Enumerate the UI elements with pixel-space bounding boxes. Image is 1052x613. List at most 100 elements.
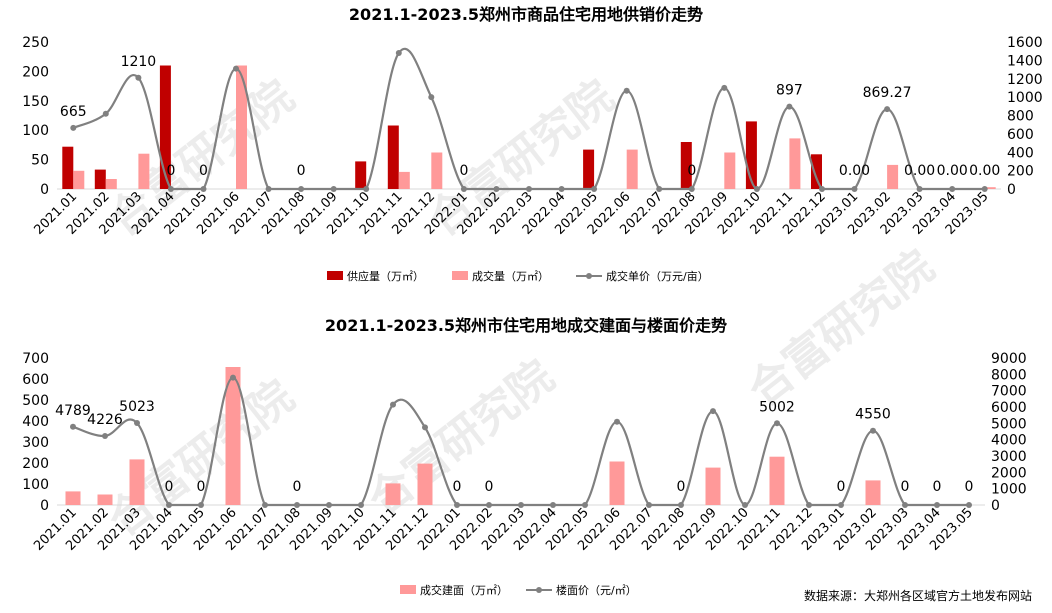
price-point: [678, 502, 684, 508]
price-point: [838, 502, 844, 508]
y-right-tick-label: 0: [991, 498, 1000, 514]
price-point: [656, 186, 663, 192]
legend-floorprice-marker: [536, 587, 542, 593]
price-point: [298, 186, 305, 192]
price-point: [753, 186, 760, 192]
deal-bar: [105, 179, 117, 189]
data-label: 0.00: [839, 163, 870, 179]
price-point: [262, 502, 268, 508]
supply-bar: [745, 121, 757, 189]
deal-bar: [865, 480, 881, 505]
y-left-tick-label: 50: [31, 153, 49, 169]
price-point: [870, 427, 876, 434]
price-point: [395, 50, 402, 56]
deal-bar: [398, 171, 410, 189]
y-right-tick-label: 6000: [991, 400, 1027, 416]
data-label: 0: [297, 163, 306, 179]
price-point: [326, 502, 332, 508]
price-point: [230, 374, 236, 381]
legend-supply-label: 供应量（万㎡）: [347, 269, 424, 283]
deal-bar: [73, 170, 85, 189]
legend-deal-swatch: [452, 271, 468, 280]
deal-bar: [984, 187, 996, 189]
deal-bar: [129, 459, 145, 505]
y-left-tick-label: 100: [22, 123, 49, 139]
deal-bar: [225, 367, 241, 505]
deal-bar: [626, 149, 638, 189]
y-right-tick-label: 1600: [1007, 35, 1043, 51]
deal-bar: [769, 456, 785, 505]
supply-bar: [680, 142, 692, 189]
deal-bar: [65, 491, 81, 505]
data-label: 4789: [55, 403, 91, 419]
price-point: [493, 186, 500, 192]
price-point: [518, 502, 524, 508]
supply-bar: [811, 154, 822, 189]
deal-bar: [138, 153, 150, 189]
price-point: [294, 502, 300, 508]
price-point: [949, 186, 956, 192]
deal-bar: [609, 461, 625, 505]
data-label: 5002: [759, 399, 795, 415]
data-label: 0.00: [937, 163, 968, 179]
deal-bar: [724, 152, 736, 189]
y-left-tick-label: 0: [40, 498, 49, 514]
price-point: [422, 424, 428, 431]
supply-bar: [94, 169, 106, 189]
data-label: 0: [687, 163, 696, 179]
data-label: 869.27: [863, 85, 912, 101]
legend-price-marker: [586, 273, 592, 279]
y-right-tick-label: 3000: [991, 449, 1027, 465]
price-point: [742, 502, 748, 508]
data-label: 0: [197, 479, 206, 495]
price-point: [591, 186, 598, 192]
data-label: 0: [901, 479, 910, 495]
price-point: [390, 401, 396, 408]
price-point: [966, 502, 972, 508]
price-point: [981, 186, 988, 192]
price-point: [721, 84, 728, 91]
deal-bar: [385, 483, 401, 505]
chart1-title: 2021.1-2023.5郑州市商品住宅用地供销价走势: [349, 5, 703, 24]
price-point: [70, 423, 76, 430]
price-point: [265, 186, 272, 192]
y-left-tick-label: 300: [22, 435, 49, 451]
price-point: [774, 420, 780, 427]
price-point: [623, 87, 630, 94]
price-point: [166, 502, 172, 508]
price-point: [819, 186, 825, 192]
price-point: [198, 502, 204, 508]
y-right-tick-label: 4000: [991, 433, 1027, 449]
price-point: [550, 502, 556, 508]
y-right-tick-label: 1200: [1007, 72, 1043, 88]
price-point: [233, 65, 239, 72]
price-point: [582, 502, 588, 508]
y-left-tick-label: 500: [22, 393, 49, 409]
data-label: 0: [199, 163, 208, 179]
y-right-tick-label: 600: [1007, 127, 1034, 143]
price-point: [884, 106, 891, 113]
deal-bar: [236, 65, 247, 189]
price-point: [460, 186, 467, 192]
chart2-legend: 成交建面（万㎡） 楼面价（元/㎡）: [400, 583, 637, 597]
y-left-tick-label: 100: [22, 477, 49, 493]
price-point: [358, 502, 364, 508]
legend-price-label: 成交单价（万元/亩）: [606, 269, 709, 283]
price-point: [200, 186, 207, 192]
data-label: 0: [965, 479, 974, 495]
data-label: 0: [453, 479, 462, 495]
price-point: [851, 186, 858, 192]
deal-bar: [705, 467, 721, 505]
y-right-tick-label: 400: [1007, 145, 1034, 161]
supply-bar: [583, 149, 595, 189]
price-point: [70, 124, 77, 131]
price-point: [646, 502, 652, 508]
price-point: [428, 94, 435, 101]
price-point: [167, 186, 174, 192]
source-note: 数据来源：大郑州各区域官方土地发布网站: [804, 588, 1032, 603]
chart1-legend: 供应量（万㎡） 成交量（万㎡） 成交单价（万元/亩）: [327, 269, 709, 283]
data-label: 4550: [855, 407, 891, 423]
y-right-tick-label: 8000: [991, 367, 1027, 383]
price-point: [902, 502, 908, 508]
